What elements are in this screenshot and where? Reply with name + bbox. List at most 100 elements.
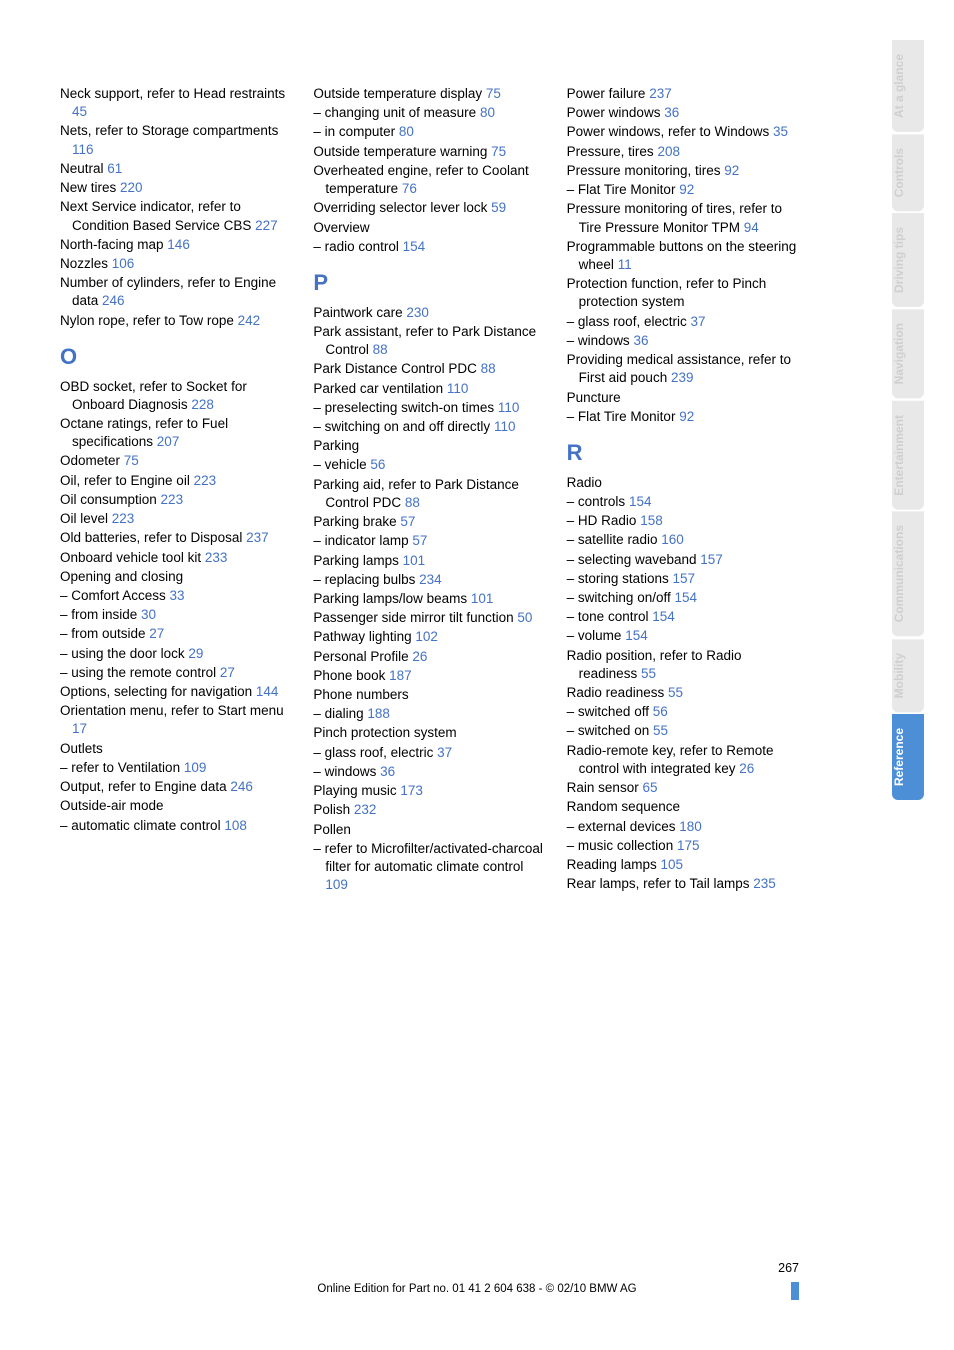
- page-link[interactable]: 101: [471, 591, 494, 606]
- page-link[interactable]: 232: [354, 802, 377, 817]
- page-link[interactable]: 237: [246, 530, 269, 545]
- page-link[interactable]: 154: [403, 239, 426, 254]
- page-link[interactable]: 88: [481, 361, 496, 376]
- page-link[interactable]: 146: [167, 237, 190, 252]
- page-link[interactable]: 223: [112, 511, 135, 526]
- page-link[interactable]: 235: [753, 876, 776, 891]
- page-link[interactable]: 56: [370, 457, 385, 472]
- page-link[interactable]: 154: [674, 590, 697, 605]
- page-link[interactable]: 56: [653, 704, 668, 719]
- page-link[interactable]: 75: [124, 453, 139, 468]
- page-link[interactable]: 157: [700, 552, 723, 567]
- page-link[interactable]: 228: [191, 397, 214, 412]
- page-link[interactable]: 110: [498, 400, 520, 415]
- page-link[interactable]: 61: [107, 161, 122, 176]
- page-link[interactable]: 239: [671, 370, 694, 385]
- page-link[interactable]: 109: [184, 760, 207, 775]
- page-link[interactable]: 75: [491, 144, 506, 159]
- page-link[interactable]: 223: [194, 473, 217, 488]
- page-link[interactable]: 108: [224, 818, 247, 833]
- page-link[interactable]: 180: [679, 819, 702, 834]
- page-link[interactable]: 76: [402, 181, 417, 196]
- page-link[interactable]: 175: [677, 838, 700, 853]
- page-link[interactable]: 246: [102, 293, 125, 308]
- entry-text: Onboard vehicle tool kit: [60, 550, 205, 565]
- page-link[interactable]: 154: [652, 609, 675, 624]
- side-tab[interactable]: At a glance: [892, 40, 924, 132]
- page-link[interactable]: 17: [72, 721, 87, 736]
- page-link[interactable]: 27: [149, 626, 164, 641]
- page-link[interactable]: 30: [141, 607, 156, 622]
- page-link[interactable]: 227: [255, 218, 278, 233]
- page-link[interactable]: 110: [494, 419, 516, 434]
- page-link[interactable]: 75: [486, 86, 501, 101]
- page-link[interactable]: 57: [400, 514, 415, 529]
- page-link[interactable]: 237: [649, 86, 672, 101]
- page-link[interactable]: 230: [406, 305, 429, 320]
- side-tab[interactable]: Mobility: [892, 639, 924, 712]
- page-link[interactable]: 35: [773, 124, 788, 139]
- page-link[interactable]: 37: [437, 745, 452, 760]
- page-link[interactable]: 188: [367, 706, 390, 721]
- page-link[interactable]: 187: [389, 668, 412, 683]
- entry-text: Park assistant, refer to Park Distance C…: [313, 324, 536, 357]
- page-link[interactable]: 94: [744, 220, 759, 235]
- page-link[interactable]: 154: [625, 628, 648, 643]
- page-link[interactable]: 36: [633, 333, 648, 348]
- page-link[interactable]: 55: [668, 685, 683, 700]
- page-link[interactable]: 154: [629, 494, 652, 509]
- page-link[interactable]: 50: [517, 610, 532, 625]
- side-tab[interactable]: Communications: [892, 511, 924, 636]
- page-link[interactable]: 246: [230, 779, 253, 794]
- side-tab[interactable]: Navigation: [892, 309, 924, 398]
- page-link[interactable]: 80: [399, 124, 414, 139]
- side-tab[interactable]: Driving tips: [892, 213, 924, 307]
- page-link[interactable]: 110: [447, 381, 469, 396]
- page-link[interactable]: 65: [642, 780, 657, 795]
- page-link[interactable]: 92: [724, 163, 739, 178]
- page-link[interactable]: 59: [491, 200, 506, 215]
- page-link[interactable]: 160: [661, 532, 684, 547]
- page-link[interactable]: 233: [205, 550, 228, 565]
- page-link[interactable]: 223: [161, 492, 184, 507]
- page-link[interactable]: 36: [380, 764, 395, 779]
- page-link[interactable]: 55: [653, 723, 668, 738]
- page-link[interactable]: 208: [657, 144, 680, 159]
- page-link[interactable]: 116: [72, 142, 94, 157]
- page-link[interactable]: 80: [480, 105, 495, 120]
- page-link[interactable]: 11: [618, 257, 632, 272]
- side-tab[interactable]: Entertainment: [892, 401, 924, 510]
- page-link[interactable]: 26: [739, 761, 754, 776]
- page-link[interactable]: 234: [419, 572, 442, 587]
- page-link[interactable]: 105: [660, 857, 683, 872]
- page-link[interactable]: 220: [120, 180, 143, 195]
- page-link[interactable]: 88: [405, 495, 420, 510]
- page-link[interactable]: 157: [672, 571, 695, 586]
- page-link[interactable]: 29: [188, 646, 203, 661]
- page-link[interactable]: 33: [170, 588, 185, 603]
- page-link[interactable]: 37: [690, 314, 705, 329]
- page-link[interactable]: 102: [415, 629, 438, 644]
- page-link[interactable]: 92: [679, 409, 694, 424]
- page-link[interactable]: 144: [256, 684, 279, 699]
- page-link[interactable]: 36: [664, 105, 679, 120]
- page-link[interactable]: 207: [157, 434, 180, 449]
- page-link[interactable]: 92: [679, 182, 694, 197]
- page-link[interactable]: 158: [640, 513, 663, 528]
- page-link[interactable]: 27: [220, 665, 235, 680]
- entry-text: Phone numbers: [313, 687, 408, 702]
- page-link[interactable]: 57: [412, 533, 427, 548]
- page-link[interactable]: 55: [641, 666, 656, 681]
- side-tab[interactable]: Reference: [892, 714, 924, 800]
- page-link[interactable]: 242: [238, 313, 261, 328]
- entry-text: – glass roof, electric: [313, 745, 437, 760]
- page-link[interactable]: 45: [72, 104, 87, 119]
- page-link[interactable]: 26: [412, 649, 427, 664]
- page-link[interactable]: 88: [373, 342, 388, 357]
- page-link[interactable]: 106: [112, 256, 135, 271]
- page-link[interactable]: 173: [400, 783, 423, 798]
- entry-text: Parked car ventilation: [313, 381, 447, 396]
- page-link[interactable]: 101: [403, 553, 426, 568]
- page-link[interactable]: 109: [325, 877, 348, 892]
- side-tab[interactable]: Controls: [892, 134, 924, 211]
